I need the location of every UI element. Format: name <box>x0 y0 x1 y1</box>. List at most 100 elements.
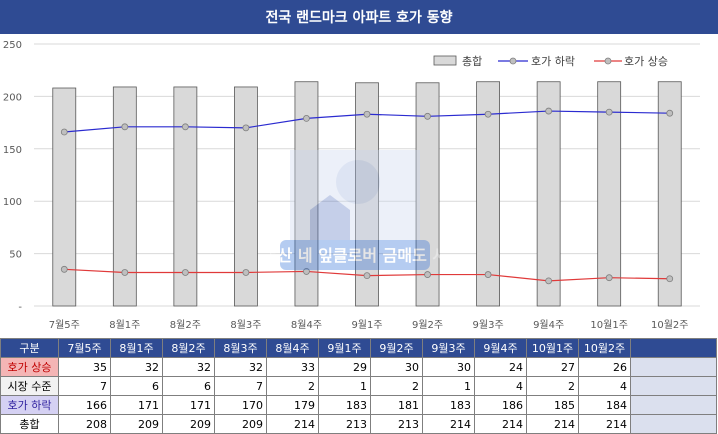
table-cell: 24 <box>474 357 527 377</box>
y-tick-label: 50 <box>9 250 22 261</box>
table-cell: 6 <box>110 376 163 396</box>
column-header: 8월2주 <box>162 338 215 358</box>
table-cell: 30 <box>370 357 423 377</box>
table-cell-blank <box>630 376 717 396</box>
table-cell: 214 <box>474 414 527 434</box>
table-cell: 208 <box>58 414 111 434</box>
x-tick-label: 8월2주 <box>170 319 201 331</box>
table-cell: 2 <box>266 376 319 396</box>
table-cell: 179 <box>266 395 319 415</box>
bar <box>52 87 77 307</box>
y-tick-label: 250 <box>3 40 22 51</box>
table-cell: 6 <box>162 376 215 396</box>
x-tick-label: 8월1주 <box>109 319 140 331</box>
table-body: 호가 상승 35 32 32 32 33 29 30 30 24 27 26 시장 수준 7 6 6 7 2 1 2 1… <box>0 357 717 434</box>
point-rise <box>605 274 613 282</box>
bar <box>476 81 500 307</box>
table-cell: 209 <box>214 414 267 434</box>
point-fall <box>121 123 129 131</box>
legend-label-total: 총합 <box>462 55 482 68</box>
point-fall <box>181 123 189 131</box>
table-cell: 4 <box>474 376 527 396</box>
point-fall <box>424 112 431 120</box>
x-tick-label: 8월4주 <box>291 319 322 331</box>
chart-title: 전국 랜드마크 아파트 호가 동향 <box>0 0 718 34</box>
table-corner: 구분 <box>0 338 59 358</box>
bar <box>597 81 622 307</box>
point-rise <box>242 269 250 276</box>
table-cell: 2 <box>370 376 423 396</box>
bar <box>657 81 682 307</box>
legend-label-fall: 호가 하락 <box>531 54 575 68</box>
table-cell: 209 <box>110 414 163 434</box>
legend-marker-fall <box>509 57 517 65</box>
point-rise <box>60 265 68 273</box>
table-cell: 1 <box>422 376 475 396</box>
column-header: 8월1주 <box>110 338 163 358</box>
table-cell: 185 <box>526 395 579 415</box>
table-cell: 26 <box>578 357 631 377</box>
table-cell: 181 <box>370 395 423 415</box>
table-cell: 214 <box>422 414 475 434</box>
table-row: 시장 수준 7 6 6 7 2 1 2 1 4 2 4 <box>0 376 717 396</box>
y-tick-label: 100 <box>3 197 22 208</box>
y-tick-label: 150 <box>3 145 22 156</box>
point-rise <box>666 275 674 283</box>
point-rise <box>424 271 431 278</box>
point-rise <box>545 277 553 285</box>
bar <box>536 81 561 307</box>
point-fall <box>303 115 310 122</box>
point-rise <box>303 268 310 275</box>
point-rise <box>484 271 492 278</box>
x-tick-label: 10월2주 <box>651 319 689 331</box>
legend-label-rise: 호가 상승 <box>624 55 668 68</box>
table-cell: 171 <box>162 395 215 415</box>
bar <box>173 86 198 307</box>
y-tick-label: 200 <box>3 92 22 103</box>
column-header: 7월5주 <box>58 338 111 358</box>
table-cell: 170 <box>214 395 267 415</box>
table-cell: 166 <box>58 395 111 415</box>
table-cell: 214 <box>526 414 579 434</box>
x-tick-label: 9월3주 <box>473 319 504 331</box>
column-header: 8월4주 <box>266 338 319 358</box>
table-cell: 213 <box>370 414 423 434</box>
table-row: 호가 하락 166 171 171 170 179 183 181 183 186 185 184 <box>0 395 717 415</box>
table-cell: 209 <box>162 414 215 434</box>
row-label: 총합 <box>0 414 59 434</box>
point-fall <box>363 110 371 118</box>
table-cell: 184 <box>578 395 631 415</box>
table-cell: 214 <box>578 414 631 434</box>
bar <box>294 81 319 307</box>
table-cell: 32 <box>110 357 163 377</box>
table-cell: 30 <box>422 357 475 377</box>
x-tick-label: 7월5주 <box>49 319 80 331</box>
table-cell: 2 <box>526 376 579 396</box>
table-cell: 214 <box>266 414 319 434</box>
table-cell: 171 <box>110 395 163 415</box>
table-cell: 213 <box>318 414 371 434</box>
table-cell: 4 <box>578 376 631 396</box>
table-cell-blank <box>630 414 717 434</box>
table-cell: 29 <box>318 357 371 377</box>
point-rise <box>181 269 189 276</box>
bar <box>415 82 440 307</box>
row-label: 호가 하락 <box>0 395 59 415</box>
column-header: 10월2주 <box>578 338 631 358</box>
bar <box>234 86 258 307</box>
column-header: 10월1주 <box>526 338 579 358</box>
x-tick-label: 10월1주 <box>590 319 628 331</box>
y-tick-label: - <box>18 302 22 313</box>
legend-marker-rise <box>604 57 612 65</box>
x-tick-label: 8월3주 <box>230 319 261 331</box>
chart-area: - 50 100 150 200 250 7월5주 8월1주 8월2주 8월3주 8월4주 9월1주 9… <box>0 34 718 338</box>
table-cell: 7 <box>58 376 111 396</box>
point-rise <box>121 269 129 276</box>
point-fall <box>484 110 492 118</box>
point-fall <box>242 124 250 132</box>
column-header: 8월3주 <box>214 338 267 358</box>
table-row: 총합 208 209 209 209 214 213 213 214 214 214 214 <box>0 414 717 434</box>
chart-svg: - 50 100 150 200 250 7월5주 8월1주 8월2주 8월3주 8월4주 9월1주 9… <box>3 40 700 331</box>
point-fall <box>605 108 613 116</box>
point-fall <box>545 107 553 115</box>
